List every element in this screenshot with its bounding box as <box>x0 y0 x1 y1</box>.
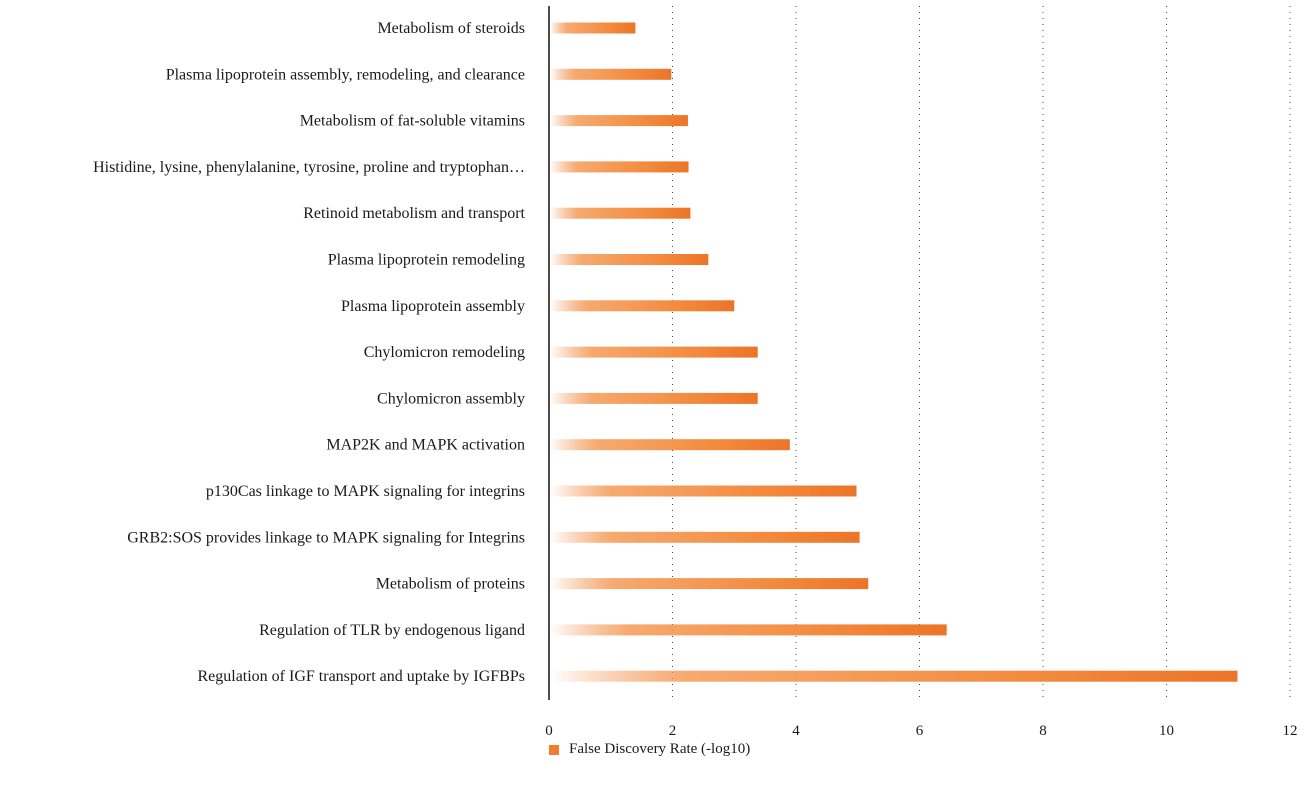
category-label: Metabolism of proteins <box>376 576 525 593</box>
bar <box>550 531 860 543</box>
bar <box>550 161 689 173</box>
x-tick-label: 4 <box>792 723 800 739</box>
gridlines <box>672 6 1291 700</box>
x-tick-label: 12 <box>1283 723 1298 739</box>
bar <box>550 22 636 34</box>
bar <box>550 207 691 219</box>
bar <box>550 485 857 497</box>
x-tick-label: 8 <box>1039 723 1047 739</box>
category-label: MAP2K and MAPK activation <box>326 437 525 454</box>
x-tick-label: 2 <box>669 723 677 739</box>
category-label: Regulation of TLR by endogenous ligand <box>259 622 525 639</box>
bar <box>550 392 758 404</box>
bar <box>550 439 790 451</box>
bars <box>550 22 1238 682</box>
bar <box>550 254 709 265</box>
bar <box>550 578 869 590</box>
bar <box>550 300 735 312</box>
category-label: Plasma lipoprotein assembly, remodeling,… <box>166 66 525 83</box>
x-tick-label: 10 <box>1159 723 1174 739</box>
legend: False Discovery Rate (-log10) <box>549 741 750 758</box>
category-label: Retinoid metabolism and transport <box>303 205 525 222</box>
bar <box>550 346 758 358</box>
category-label: Plasma lipoprotein remodeling <box>328 252 525 269</box>
category-label: Plasma lipoprotein assembly <box>341 298 525 315</box>
x-axis-tick-labels: 0 2 4 6 8 10 12 <box>545 723 1297 739</box>
category-label: Chylomicron assembly <box>377 390 525 407</box>
category-label: Histidine, lysine, phenylalanine, tyrosi… <box>93 159 525 176</box>
category-label: Metabolism of steroids <box>377 20 525 37</box>
legend-swatch <box>549 744 559 755</box>
category-label: GRB2:SOS provides linkage to MAPK signal… <box>127 529 525 546</box>
bar <box>550 68 672 80</box>
category-label: p130Cas linkage to MAPK signaling for in… <box>206 483 525 500</box>
category-labels: Metabolism of steroids Plasma lipoprotein… <box>93 20 525 685</box>
bar <box>550 115 688 127</box>
bar <box>550 670 1238 682</box>
x-tick-label: 6 <box>916 723 924 739</box>
category-label: Chylomicron remodeling <box>364 344 525 361</box>
legend-label: False Discovery Rate (-log10) <box>569 741 751 757</box>
x-tick-label: 0 <box>545 723 553 739</box>
category-label: Metabolism of fat-soluble vitamins <box>300 113 525 130</box>
bar <box>550 624 947 636</box>
category-label: Regulation of IGF transport and uptake b… <box>197 668 525 685</box>
